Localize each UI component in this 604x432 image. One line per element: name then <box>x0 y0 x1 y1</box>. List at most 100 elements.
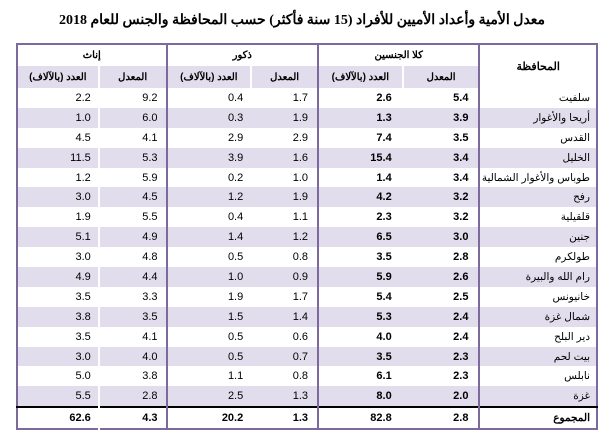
both-rate-cell: 2.3 <box>453 370 469 383</box>
table-row: قلقيلية 3.2 2.3 1.1 0.4 5.5 1.9 <box>17 207 597 228</box>
male-rate-cell: 0.7 <box>251 346 319 367</box>
male-count-cell: 1.4 <box>165 227 252 248</box>
male-count-cell: 1.0 <box>165 267 252 287</box>
male-rate-cell: 1.3 <box>251 386 319 408</box>
female-rate-cell: 3.3 <box>97 286 167 307</box>
female-count-cell: 1.0 <box>17 107 99 128</box>
male-rate-cell: 0.6 <box>292 330 309 343</box>
male-rate-cell: 1.7 <box>292 91 309 104</box>
governorate-name-cell: دير البلح <box>478 326 597 347</box>
header-females: إناث <box>17 44 167 66</box>
governorate-name-cell: جنين <box>478 227 597 248</box>
female-rate-cell: 3.8 <box>97 366 167 387</box>
governorate-name-cell: بيت لحم <box>478 346 597 367</box>
female-rate-cell: 4.0 <box>97 346 167 367</box>
male-rate-cell: 1.7 <box>292 290 309 303</box>
male-count-cell: 3.9 <box>165 147 252 168</box>
table-row: أريحا والأغوار 3.9 1.3 1.9 0.3 6.0 1.0 <box>17 107 597 128</box>
female-count-cell: 3.0 <box>75 251 91 264</box>
both-rate-cell: 3.2 <box>402 187 480 208</box>
both-count-cell: 2.3 <box>317 207 403 228</box>
both-count-cell: 1.3 <box>317 107 403 128</box>
header-both-count: العدد (بالآلاف) <box>317 66 403 88</box>
male-count-cell: 0.2 <box>165 167 252 188</box>
female-count-cell: 3.0 <box>17 346 99 367</box>
male-rate-cell: 1.2 <box>251 227 319 248</box>
male-count-cell: 1.2 <box>165 187 252 208</box>
male-rate-cell: 0.8 <box>292 370 309 383</box>
male-rate-cell: 0.9 <box>251 267 319 287</box>
table-row: طولكرم 2.8 3.5 0.8 0.5 4.8 3.0 <box>17 247 597 268</box>
female-rate-cell: 4.1 <box>97 127 167 148</box>
male-count-cell: 0.5 <box>165 326 252 347</box>
female-rate-cell: 4.1 <box>97 326 167 347</box>
governorate-name-cell: المجموع <box>478 406 597 430</box>
male-rate-cell: 1.6 <box>251 147 319 168</box>
female-rate-cell: 4.3 <box>97 406 167 430</box>
governorate-name-cell: القدس <box>478 127 597 148</box>
governorate-name-cell: قلقيلية <box>478 207 597 228</box>
male-count-cell: 1.9 <box>165 286 252 307</box>
both-rate-cell: 5.4 <box>453 91 469 104</box>
both-count-cell: 6.1 <box>317 366 403 387</box>
governorate-name-cell: غزة <box>478 386 597 408</box>
header-males: ذكور <box>165 44 320 66</box>
male-count-cell: 0.3 <box>165 107 252 128</box>
both-count-cell: 5.3 <box>317 306 403 327</box>
female-rate-cell: 9.2 <box>97 88 167 108</box>
header-both-rate: المعدل <box>401 66 480 88</box>
governorate-name-cell: سلفيت <box>478 88 597 108</box>
male-rate-cell: 2.9 <box>292 131 309 144</box>
male-count-cell: 20.2 <box>165 406 252 430</box>
male-rate-cell: 1.3 <box>251 406 319 430</box>
both-rate-cell: 3.5 <box>453 131 469 144</box>
both-count-cell: 2.6 <box>317 88 403 108</box>
governorate-name-cell: نابلس <box>478 366 597 387</box>
both-count-cell: 5.4 <box>317 286 403 307</box>
header-both-sexes: كلا الجنسين <box>317 44 481 66</box>
male-rate-cell: 1.0 <box>292 171 309 184</box>
female-count-cell: 4.5 <box>75 131 91 144</box>
both-rate-cell: 3.0 <box>402 227 480 248</box>
female-rate-cell: 5.5 <box>97 207 167 228</box>
both-count-cell: 3.5 <box>317 247 403 268</box>
both-rate-cell: 2.3 <box>402 346 480 367</box>
table-row: شمال غزة 2.4 5.3 1.4 1.5 3.5 3.8 <box>17 306 597 327</box>
both-rate-cell: 2.0 <box>402 386 480 408</box>
female-rate-cell: 4.4 <box>97 267 167 287</box>
female-count-cell: 3.0 <box>17 187 99 208</box>
male-rate-cell: 1.4 <box>251 306 319 327</box>
table-row: طوباس والأغوار الشمالية 3.4 1.4 1.0 0.2 5.9 1.… <box>17 167 597 188</box>
table-row: نابلس 2.3 6.1 0.8 1.1 3.8 5.0 <box>17 366 597 387</box>
male-count-cell: 1.1 <box>165 366 252 387</box>
governorate-name-cell: رفح <box>478 187 597 208</box>
female-count-cell: 5.0 <box>75 370 91 383</box>
female-count-cell: 3.5 <box>75 290 91 303</box>
header-governorate: المحافظة <box>478 44 597 88</box>
header-male-count: العدد (بالآلاف) <box>165 66 252 88</box>
governorate-name-cell: طولكرم <box>478 247 597 268</box>
both-count-cell: 15.4 <box>317 147 403 168</box>
female-rate-cell: 4.5 <box>97 187 167 208</box>
female-rate-cell: 5.3 <box>97 147 167 168</box>
table-row: سلفيت 5.4 2.6 1.7 0.4 9.2 2.2 <box>17 88 597 108</box>
table-row: دير البلح 2.4 4.0 0.6 0.5 4.1 3.5 <box>17 326 597 347</box>
male-count-cell: 0.5 <box>165 346 252 367</box>
header-male-rate: المعدل <box>250 66 319 88</box>
table-row: الخليل 3.4 15.4 1.6 3.9 5.3 11.5 <box>17 147 597 168</box>
female-count-cell: 5.1 <box>17 227 99 248</box>
female-count-cell: 1.9 <box>75 211 91 224</box>
governorate-name-cell: شمال غزة <box>478 306 597 327</box>
female-rate-cell: 4.8 <box>97 247 167 268</box>
female-rate-cell: 4.9 <box>97 227 167 248</box>
illiteracy-table: المحافظة كلا الجنسين ذكور إناث المعدل ال… <box>16 43 598 431</box>
female-rate-cell: 3.5 <box>97 306 167 327</box>
table-row: رفح 3.2 4.2 1.9 1.2 4.5 3.0 <box>17 187 597 208</box>
male-count-cell: 0.4 <box>165 207 252 228</box>
total-row: المجموع 2.8 82.8 1.3 20.2 4.3 62.6 <box>17 406 597 430</box>
female-count-cell: 4.9 <box>17 267 99 287</box>
male-count-cell: 0.4 <box>165 88 252 108</box>
both-rate-cell: 2.6 <box>402 267 480 287</box>
table-row: خانيونس 2.5 5.4 1.7 1.9 3.3 3.5 <box>17 286 597 307</box>
both-count-cell: 6.5 <box>317 227 403 248</box>
